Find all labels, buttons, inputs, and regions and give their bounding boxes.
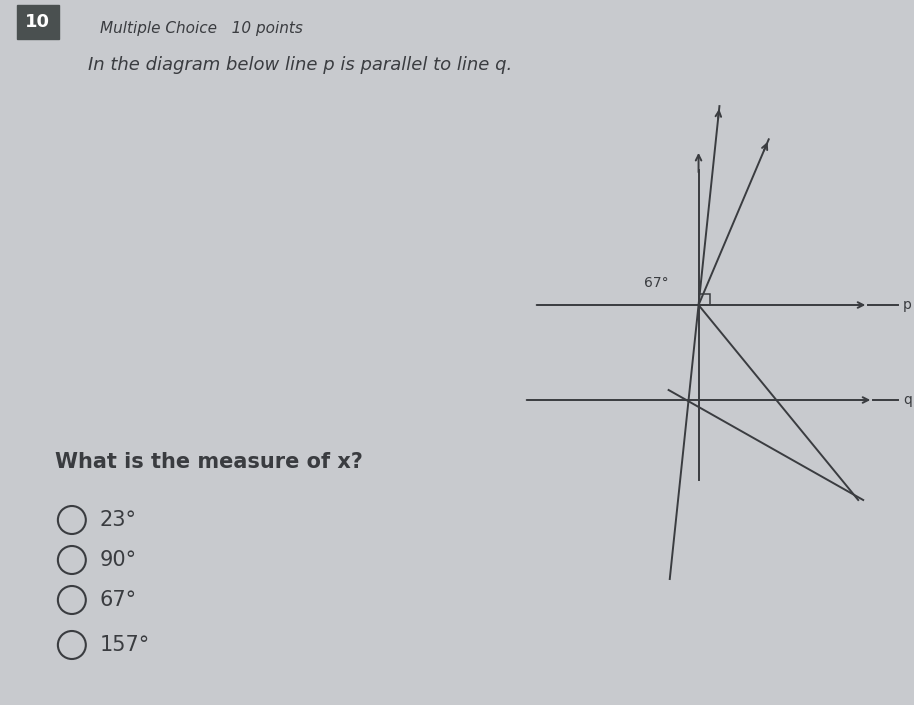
Text: 67°: 67° — [644, 276, 669, 290]
Text: 23°: 23° — [100, 510, 137, 530]
Text: Multiple Choice   10 points: Multiple Choice 10 points — [100, 20, 303, 35]
Text: 10: 10 — [26, 13, 50, 31]
Text: 157°: 157° — [100, 635, 150, 655]
Text: p: p — [903, 298, 912, 312]
Text: What is the measure of x?: What is the measure of x? — [55, 452, 363, 472]
Text: 90°: 90° — [100, 550, 137, 570]
Text: In the diagram below line p is parallel to line q.: In the diagram below line p is parallel … — [88, 56, 512, 74]
Text: 67°: 67° — [100, 590, 137, 610]
Text: q: q — [903, 393, 912, 407]
